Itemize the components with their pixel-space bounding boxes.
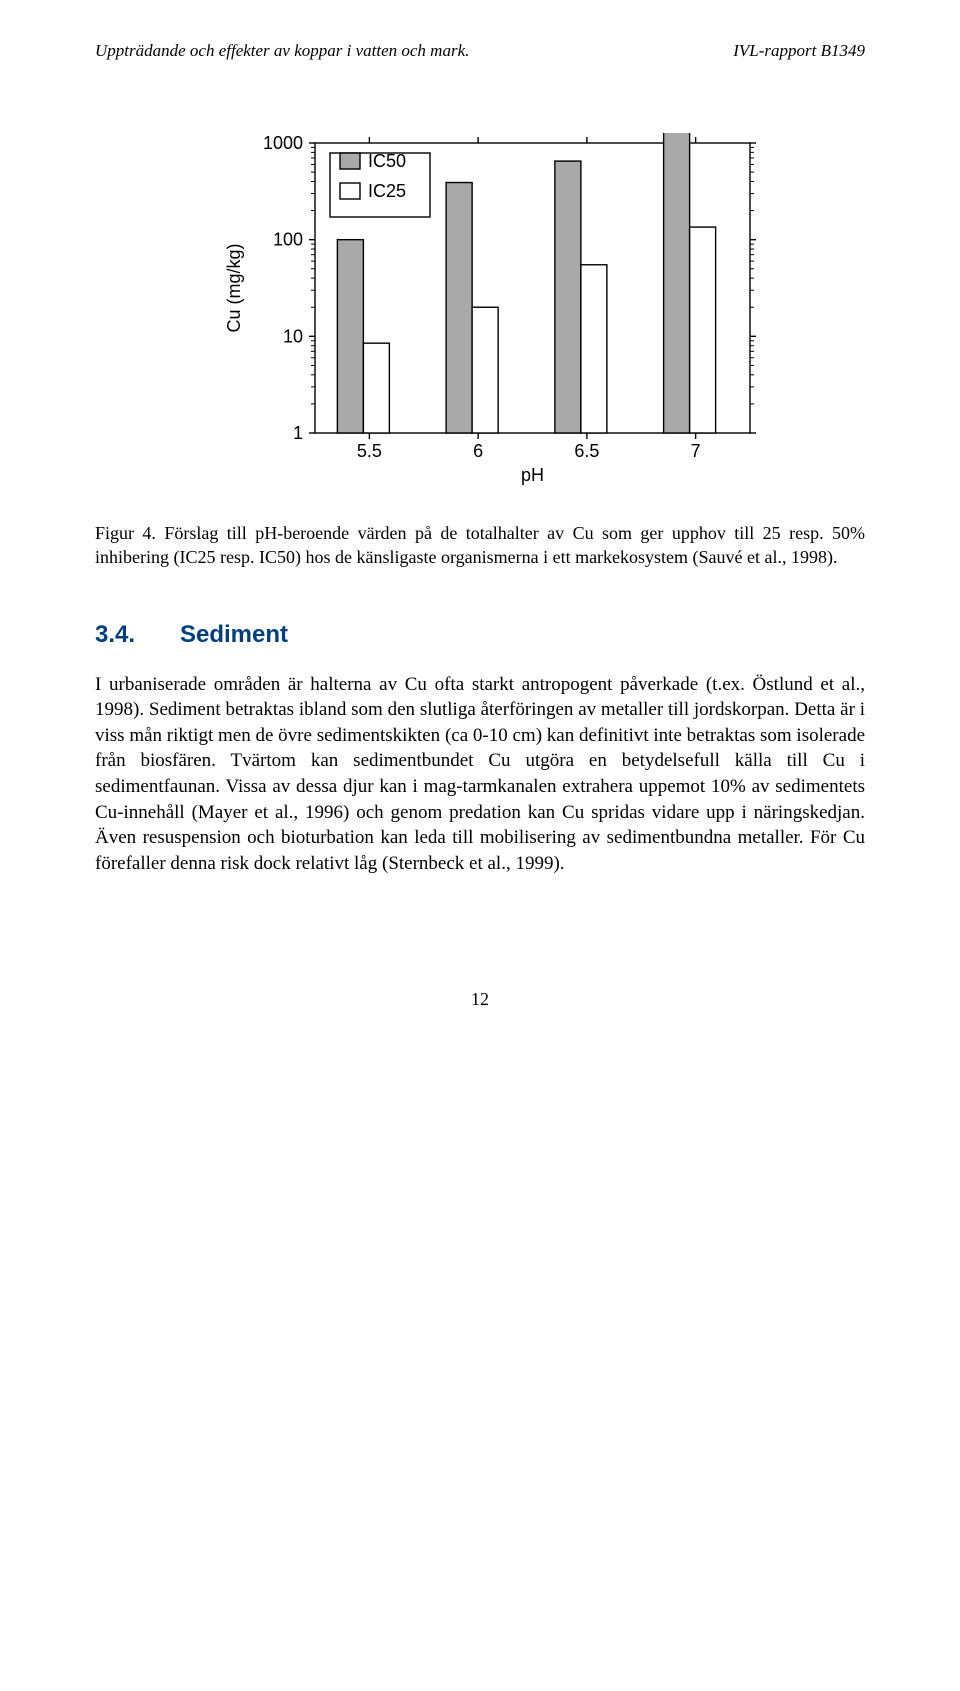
section-title: Sediment xyxy=(180,621,288,648)
svg-text:6.5: 6.5 xyxy=(574,441,599,461)
body-paragraph-1: I urbaniserade områden är halterna av Cu… xyxy=(95,672,865,877)
caption-text: Förslag till pH-beroende värden på de to… xyxy=(95,523,865,567)
svg-text:7: 7 xyxy=(691,441,701,461)
caption-label: Figur 4. xyxy=(95,523,156,543)
svg-text:6: 6 xyxy=(473,441,483,461)
svg-text:IC50: IC50 xyxy=(368,151,406,171)
svg-text:Cu (mg/kg): Cu (mg/kg) xyxy=(224,243,244,332)
section-heading: 3.4.Sediment xyxy=(95,619,865,651)
bar-chart-svg: 1 10 100 1000 Cu (mg/kg) 5.5 6 6.5 7 pH IC50 IC25 xyxy=(215,133,775,493)
svg-text:100: 100 xyxy=(273,230,303,250)
running-header: Uppträdande och effekter av koppar i vat… xyxy=(95,40,865,63)
svg-text:IC25: IC25 xyxy=(368,181,406,201)
svg-text:1: 1 xyxy=(293,423,303,443)
svg-text:5.5: 5.5 xyxy=(357,441,382,461)
svg-text:1000: 1000 xyxy=(263,133,303,153)
svg-text:pH: pH xyxy=(521,465,544,485)
page-number: 12 xyxy=(95,987,865,1011)
svg-text:10: 10 xyxy=(283,326,303,346)
figure-4-chart: 1 10 100 1000 Cu (mg/kg) 5.5 6 6.5 7 pH IC50 IC25 xyxy=(215,133,775,501)
section-number: 3.4. xyxy=(95,619,180,651)
header-right: IVL-rapport B1349 xyxy=(733,40,865,63)
header-left: Uppträdande och effekter av koppar i vat… xyxy=(95,40,469,63)
figure-caption: Figur 4. Förslag till pH-beroende värden… xyxy=(95,521,865,570)
